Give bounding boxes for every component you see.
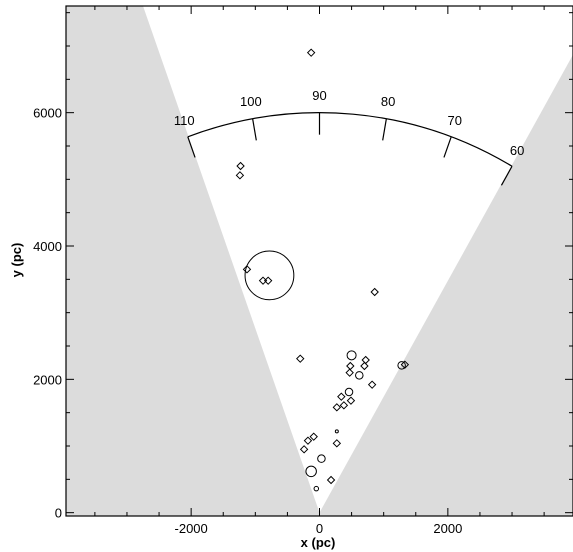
arc-tick — [252, 118, 257, 141]
arc-tick — [187, 136, 196, 158]
y-axis-title: y (pc) — [9, 243, 24, 278]
x-tick-label: 2000 — [433, 521, 462, 536]
longitude-arc-ticks: 110 100 90 80 70 60 — [174, 88, 524, 186]
circle-marker — [346, 350, 357, 361]
arc-tick-label: 90 — [312, 88, 326, 103]
arc-tick-label: 80 — [381, 94, 395, 109]
circle-marker — [397, 361, 406, 370]
diamond-marker — [345, 368, 354, 377]
diamond-marker — [400, 360, 410, 369]
diamond-marker — [346, 361, 355, 371]
arc-tick-label: 70 — [447, 113, 461, 128]
y-tick-label: 6000 — [33, 106, 62, 121]
diamond-marker — [235, 171, 245, 180]
diamond-marker — [339, 401, 349, 410]
diamond-marker — [361, 355, 370, 365]
circle-marker — [305, 465, 317, 478]
circle-marker — [317, 454, 326, 463]
shaded-region-right — [319, 54, 573, 516]
diamond-marker — [236, 161, 245, 171]
data-markers — [235, 48, 410, 492]
y-tick-label: 0 — [55, 506, 62, 521]
diamond-marker — [332, 403, 342, 412]
axis-ticks: -2000 0 2000 0 2000 4000 6000 — [33, 6, 573, 536]
y-tick-label: 4000 — [33, 239, 62, 254]
diamond-marker — [346, 396, 356, 405]
diamond-marker — [360, 361, 369, 371]
arc-tick-label: 60 — [510, 143, 524, 158]
diamond-marker — [303, 436, 313, 445]
circle-marker — [344, 387, 354, 397]
x-tick-label: -2000 — [175, 521, 208, 536]
shaded-region-left — [66, 6, 320, 516]
x-axis-title: x (pc) — [301, 535, 336, 550]
diamond-marker — [263, 276, 273, 285]
diamond-marker — [309, 432, 318, 441]
y-tick-label: 2000 — [33, 372, 62, 387]
highlight-circle — [244, 250, 295, 301]
diamond-marker — [296, 354, 305, 363]
diamond-marker — [370, 287, 379, 297]
arc-tick — [382, 118, 387, 141]
diamond-marker — [326, 475, 336, 485]
arc-tick — [500, 165, 513, 186]
circle-marker — [334, 429, 339, 434]
diamond-marker — [258, 276, 268, 285]
circle-marker — [313, 485, 320, 492]
diamond-marker — [242, 265, 252, 274]
diamond-marker — [332, 439, 342, 448]
arc-tick — [443, 136, 452, 158]
circle-marker — [355, 371, 364, 380]
diamond-marker — [306, 48, 316, 57]
longitude-arc — [187, 112, 513, 167]
diamond-marker — [337, 392, 346, 401]
arc-tick-label: 110 — [174, 113, 195, 128]
arc-tick-label: 100 — [240, 94, 262, 109]
diamond-marker — [367, 380, 377, 389]
x-tick-label: 0 — [316, 521, 323, 536]
diamond-marker — [299, 445, 309, 454]
